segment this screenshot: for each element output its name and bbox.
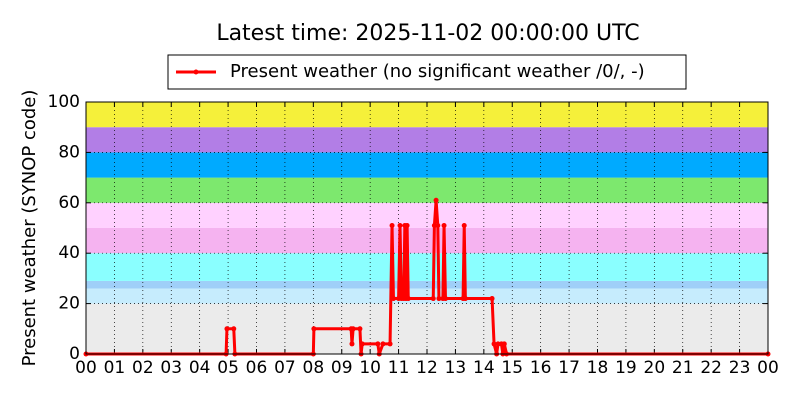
data-point — [359, 341, 365, 347]
data-point — [501, 341, 507, 347]
data-point — [390, 296, 396, 302]
x-tick-label: 11 — [388, 358, 410, 378]
background-band — [86, 303, 768, 354]
background-band — [86, 152, 768, 178]
x-tick-label: 02 — [132, 358, 154, 378]
x-tick-label: 14 — [473, 358, 495, 378]
data-point — [461, 222, 467, 228]
background-band — [86, 127, 768, 153]
data-point — [430, 296, 436, 302]
x-tick-label: 15 — [501, 358, 523, 378]
data-point — [357, 326, 363, 332]
data-point — [350, 326, 356, 332]
data-point — [404, 222, 410, 228]
x-tick-label: 04 — [189, 358, 211, 378]
x-tick-label: 12 — [416, 358, 438, 378]
x-tick-label: 08 — [303, 358, 325, 378]
x-tick-label: 03 — [160, 358, 182, 378]
x-tick-label: 10 — [359, 358, 381, 378]
data-point — [349, 341, 355, 347]
data-point — [435, 222, 441, 228]
data-point — [224, 326, 230, 332]
x-tick-label: 20 — [644, 358, 666, 378]
x-tick-label: 01 — [104, 358, 126, 378]
data-point — [462, 296, 468, 302]
x-tick-label: 17 — [558, 358, 580, 378]
legend-label: Present weather (no significant weather … — [230, 61, 645, 82]
data-point — [441, 222, 447, 228]
data-point — [389, 222, 395, 228]
x-tick-label: 00 — [757, 358, 779, 378]
y-tick-label: 80 — [58, 142, 80, 162]
data-point — [489, 296, 495, 302]
data-point — [387, 341, 393, 347]
x-tick-label: 07 — [274, 358, 296, 378]
data-point — [491, 341, 497, 347]
x-tick-label: 19 — [615, 358, 637, 378]
data-point — [375, 341, 381, 347]
x-tick-label: 21 — [672, 358, 694, 378]
x-tick-label: 00 — [75, 358, 97, 378]
data-point — [380, 341, 386, 347]
data-point — [397, 222, 403, 228]
x-tick-label: 09 — [331, 358, 353, 378]
x-tick-label: 18 — [587, 358, 609, 378]
x-tick-label: 23 — [729, 358, 751, 378]
y-tick-label: 100 — [48, 92, 80, 112]
x-tick-label: 22 — [700, 358, 722, 378]
background-band — [86, 280, 768, 289]
data-point — [405, 296, 411, 302]
x-tick-label: 16 — [530, 358, 552, 378]
legend-box — [167, 54, 687, 90]
x-tick-label: 05 — [217, 358, 239, 378]
chart-title: Latest time: 2025-11-02 00:00:00 UTC — [216, 21, 639, 46]
data-point — [433, 197, 439, 203]
background-band — [86, 253, 768, 281]
y-tick-label: 20 — [58, 294, 80, 314]
data-point — [231, 326, 237, 332]
y-tick-label: 0 — [69, 344, 80, 364]
x-tick-label: 06 — [246, 358, 268, 378]
y-tick-label: 60 — [58, 193, 80, 213]
plot-frame — [85, 101, 769, 355]
background-band — [86, 228, 768, 254]
y-axis-label: Present weather (SYNOP code) — [19, 90, 40, 367]
legend-marker — [193, 69, 199, 75]
y-tick-label: 40 — [58, 243, 80, 263]
data-point — [436, 296, 442, 302]
data-point — [442, 296, 448, 302]
data-point — [311, 326, 317, 332]
x-tick-label: 13 — [445, 358, 467, 378]
background-band — [86, 288, 768, 304]
